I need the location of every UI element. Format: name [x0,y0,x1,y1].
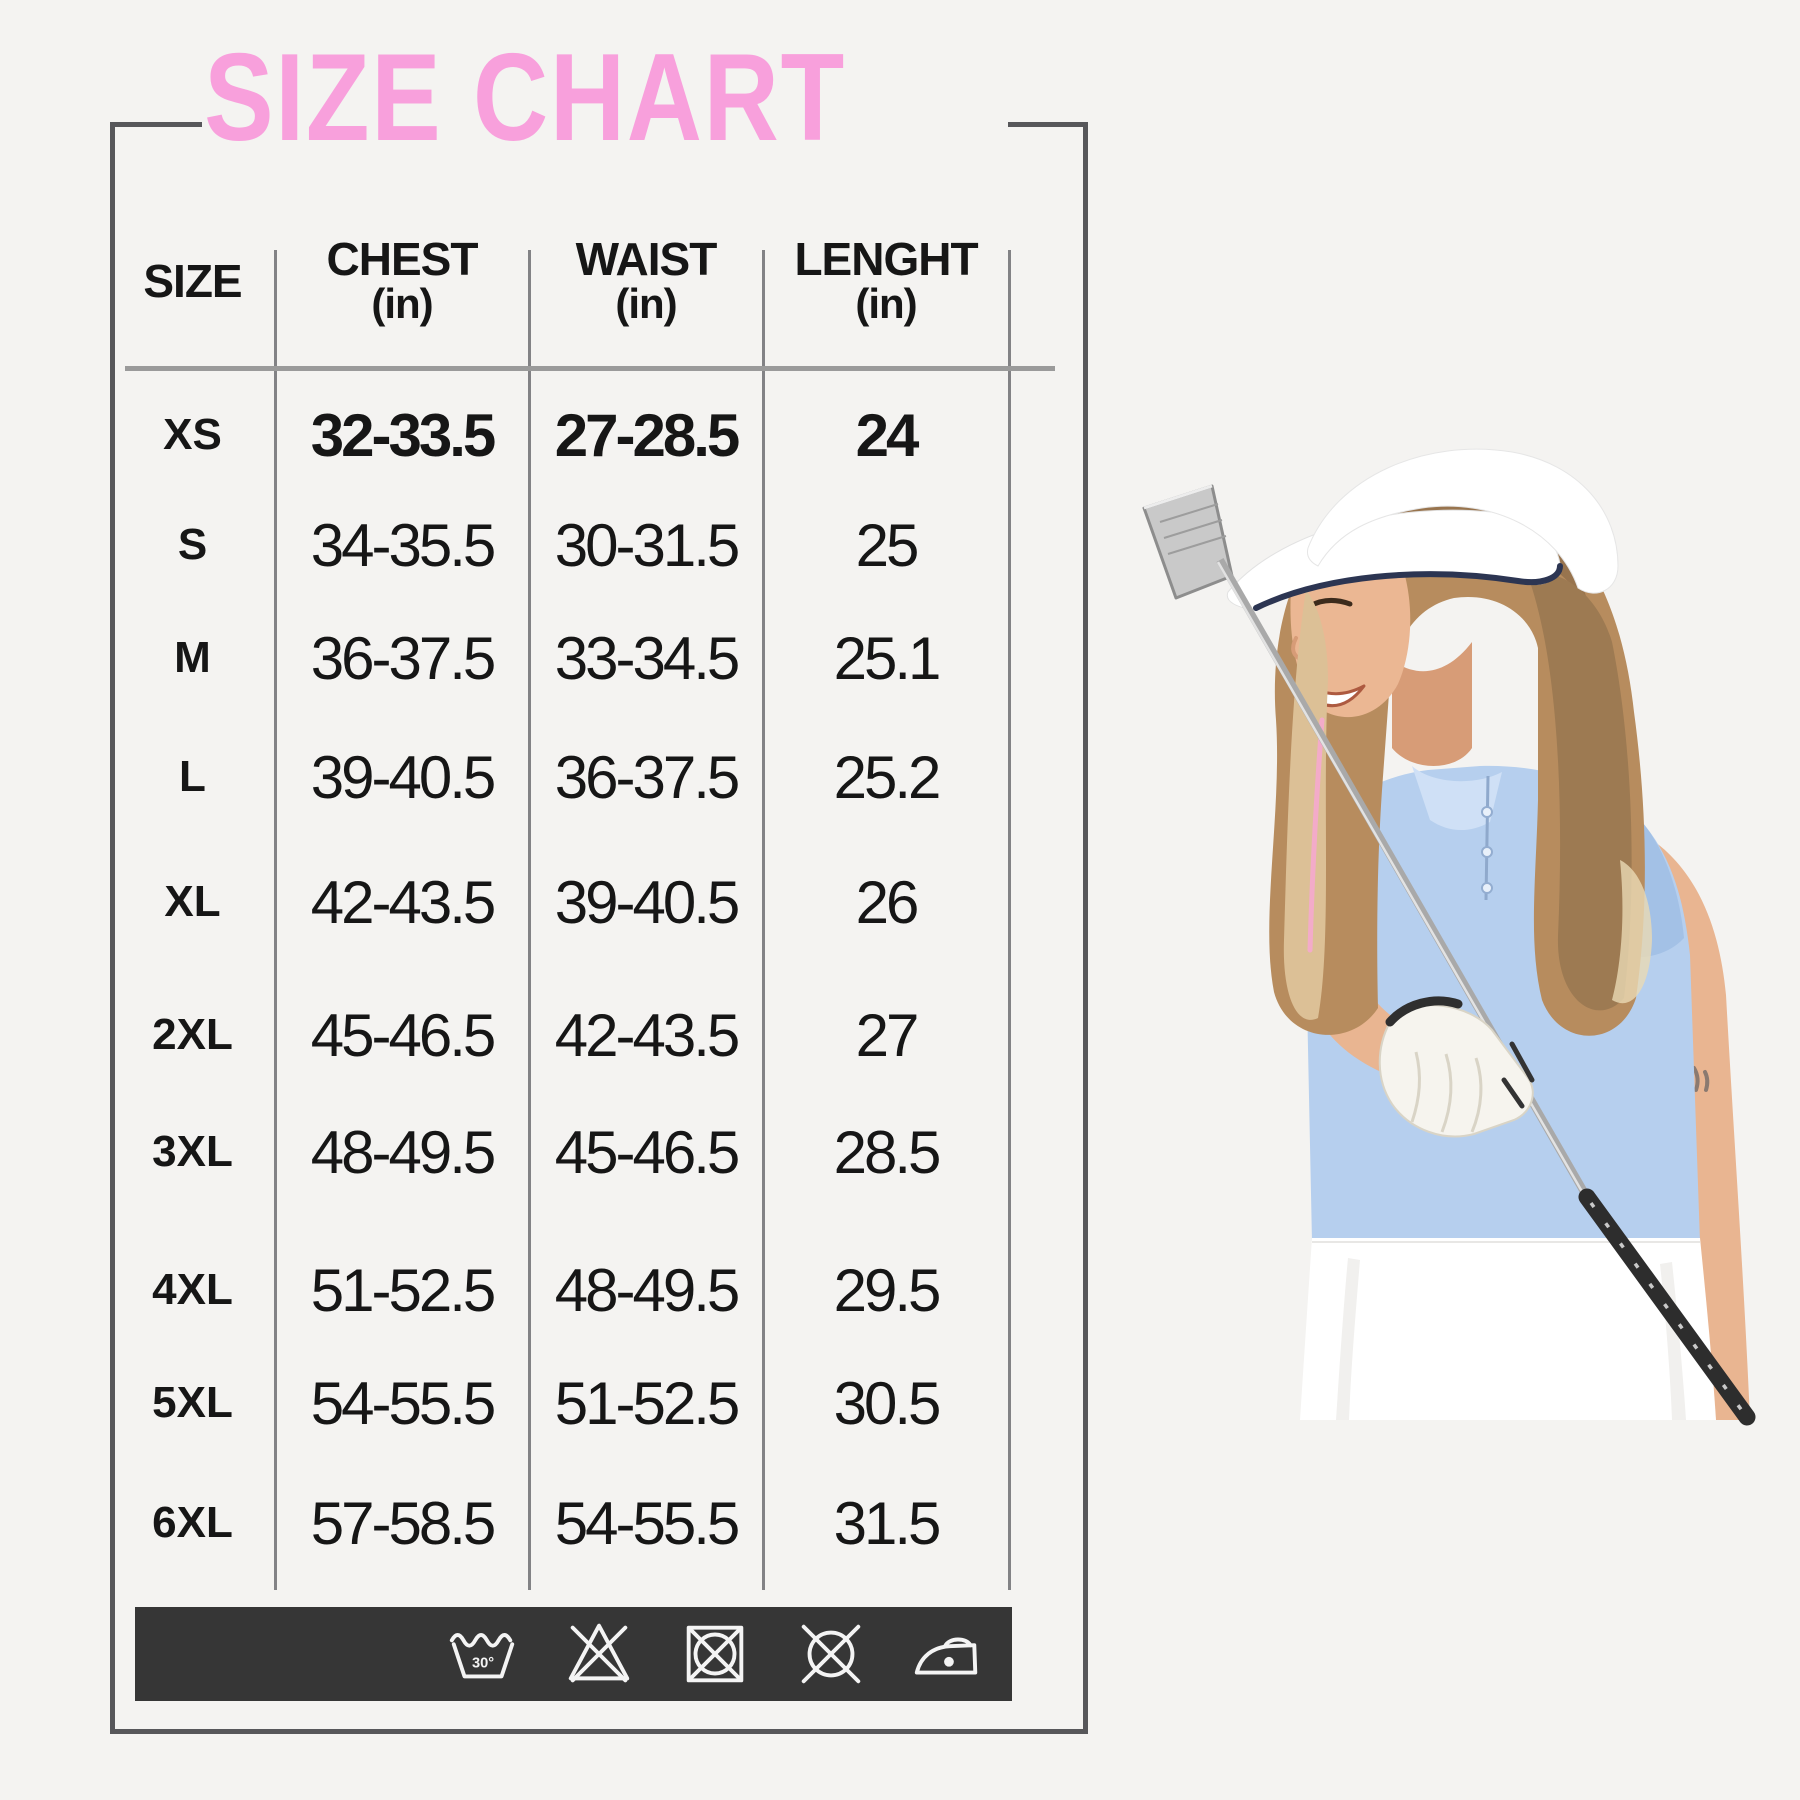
size-label: XL [164,877,221,926]
size-label: L [179,752,206,801]
table-row: 3XL 48-49.5 45-46.5 28.5 [110,1092,1009,1212]
chest-value: 51-52.5 [310,1256,497,1324]
length-value: 25.1 [833,624,942,692]
column-header-size: SIZE [110,222,275,340]
column-separator [762,250,765,1590]
page-title: SIZE CHART [204,29,846,167]
chest-value: 34-35.5 [310,511,497,579]
frame-top-right [1008,122,1088,127]
column-header-waist: WAIST (in) [529,222,763,340]
size-label: M [174,633,211,682]
golfer-photo [1142,448,1756,1426]
do-not-bleach-icon [568,1623,630,1683]
length-value: 25 [855,511,920,579]
table-row: 6XL 57-58.5 54-55.5 31.5 [110,1463,1009,1583]
sun-visor [1226,448,1619,611]
header-label: CHEST [326,233,479,286]
header-unit: (in) [615,280,677,328]
size-label: 4XL [152,1265,233,1314]
svg-text:30°: 30° [472,1656,494,1672]
size-label: 6XL [152,1498,233,1547]
waist-value: 51-52.5 [554,1369,741,1437]
chest-value: 48-49.5 [310,1118,497,1186]
table-row: XS 32-33.5 27-28.5 24 [110,375,1009,495]
column-separator [274,250,277,1590]
table-row: L 39-40.5 36-37.5 25.2 [110,717,1009,837]
size-label: XS [163,410,222,459]
header-label: LENGHT [794,233,978,286]
length-value: 26 [855,868,920,936]
length-value: 29.5 [833,1256,942,1324]
column-separator [528,250,531,1590]
frame-right [1083,122,1088,1734]
golfer-neck [1392,642,1472,766]
chest-value: 45-46.5 [310,1001,497,1069]
do-not-dry-clean-icon [801,1624,861,1684]
length-value: 25.2 [833,743,942,811]
frame-bottom [110,1729,1088,1734]
frame-top-left [110,122,202,127]
chest-value: 42-43.5 [310,868,497,936]
column-header-chest: CHEST (in) [275,222,529,340]
waist-value: 48-49.5 [554,1256,741,1324]
tattoo [1692,1066,1710,1092]
waist-value: 30-31.5 [554,511,741,579]
hair-strands [1283,573,1652,1020]
column-header-length: LENGHT (in) [763,222,1009,340]
waist-value: 54-55.5 [554,1489,741,1557]
header-label: SIZE [143,254,242,307]
chest-value: 32-33.5 [310,401,497,469]
waist-value: 42-43.5 [554,1001,741,1069]
waist-value: 39-40.5 [554,868,741,936]
length-value: 27 [855,1001,920,1069]
care-instructions-bar: 30° [135,1607,1012,1701]
length-value: 28.5 [833,1118,942,1186]
table-row: 4XL 51-52.5 48-49.5 29.5 [110,1230,1009,1350]
chest-value: 39-40.5 [310,743,497,811]
header-unit: (in) [371,280,433,328]
frame-left [110,122,115,1734]
size-label: 3XL [152,1127,233,1176]
table-row: M 36-37.5 33-34.5 25.1 [110,598,1009,718]
header-rule [125,366,1055,371]
waist-value: 45-46.5 [554,1118,741,1186]
table-row: XL 42-43.5 39-40.5 26 [110,842,1009,962]
size-label: 2XL [152,1010,233,1059]
header-label: WAIST [575,233,718,286]
table-row: 5XL 54-55.5 51-52.5 30.5 [110,1343,1009,1463]
table-row: 2XL 45-46.5 42-43.5 27 [110,975,1009,1095]
size-label: S [177,520,208,569]
iron-low-heat-icon [914,1637,978,1675]
chest-value: 54-55.5 [310,1369,497,1437]
length-value: 24 [855,401,920,469]
do-not-tumble-dry-icon [686,1625,744,1683]
pink-hair-strand [1307,717,1325,953]
waist-value: 36-37.5 [554,743,741,811]
header-unit: (in) [855,280,917,328]
length-value: 31.5 [833,1489,942,1557]
size-label: 5XL [152,1378,233,1427]
chest-value: 36-37.5 [310,624,497,692]
chest-value: 57-58.5 [310,1489,497,1557]
waist-value: 33-34.5 [554,624,741,692]
wash-at-30-icon: 30° [449,1633,515,1679]
skirt [1300,1238,1716,1420]
length-value: 30.5 [833,1369,942,1437]
column-separator [1008,250,1011,1590]
waist-value: 27-28.5 [554,401,741,469]
golf-glove [1378,996,1535,1138]
table-row: S 34-35.5 30-31.5 25 [110,485,1009,605]
